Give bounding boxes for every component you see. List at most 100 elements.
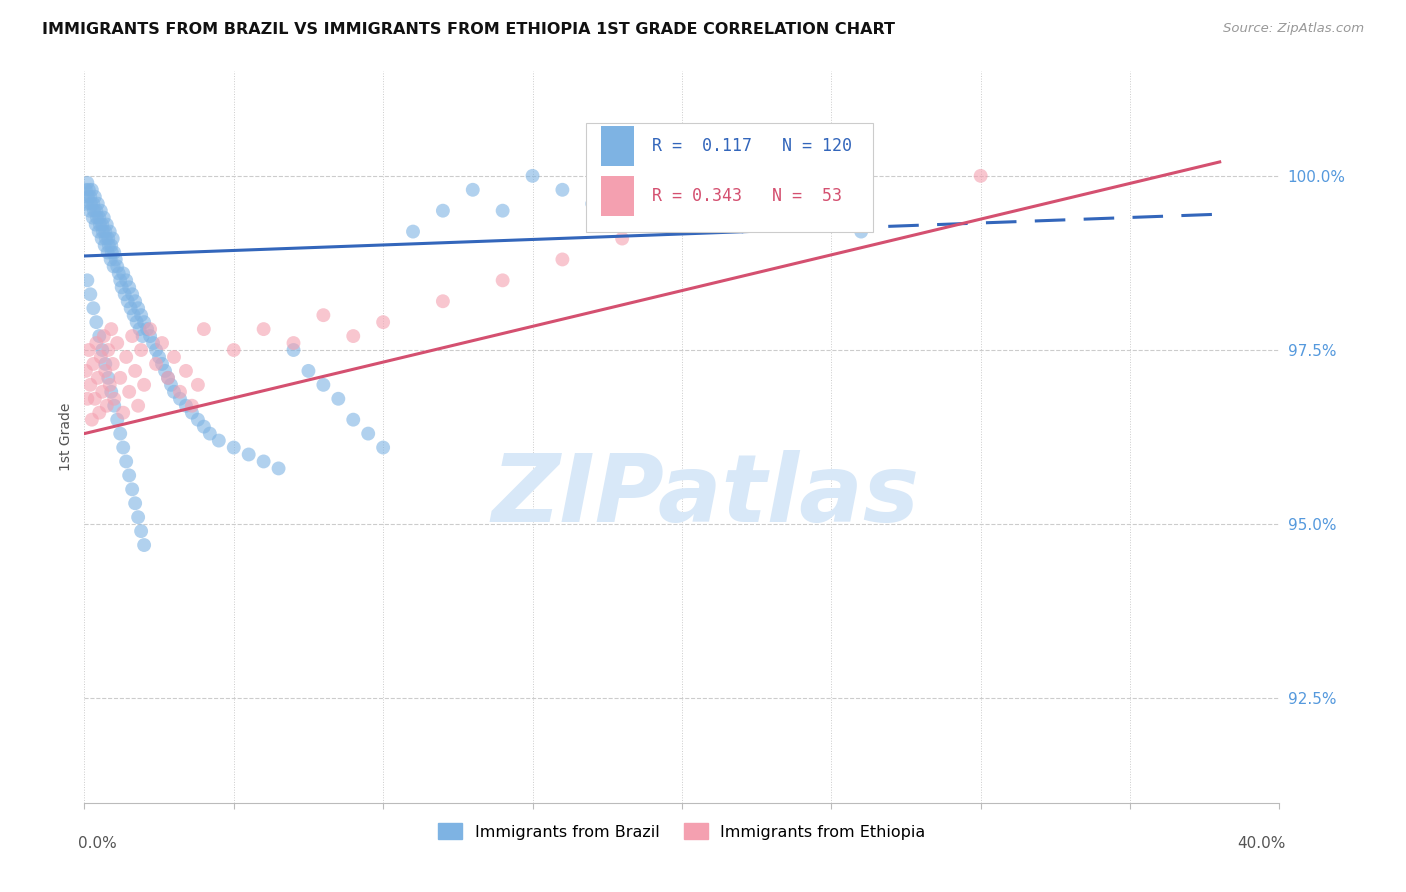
Point: [79, 377, 101, 392]
Point: [139, 329, 162, 343]
FancyBboxPatch shape: [600, 126, 634, 167]
Point: [145, 343, 167, 357]
Point: [115, 454, 138, 468]
Point: [153, 364, 176, 378]
Text: Source: ZipAtlas.com: Source: ZipAtlas.com: [1223, 22, 1364, 36]
Point: [157, 371, 180, 385]
Point: [124, 496, 146, 510]
Point: [89, 218, 111, 232]
Point: [551, 252, 574, 267]
Text: ZIPatlas: ZIPatlas: [492, 450, 920, 541]
Point: [169, 392, 191, 406]
Point: [86, 211, 108, 225]
Point: [104, 252, 127, 267]
Point: [83, 190, 105, 204]
Point: [97, 343, 120, 357]
Point: [82, 357, 104, 371]
Point: [117, 294, 139, 309]
Point: [84, 218, 107, 232]
Point: [253, 322, 276, 336]
Point: [100, 322, 122, 336]
Point: [100, 238, 122, 252]
Point: [145, 357, 167, 371]
Point: [160, 377, 183, 392]
Text: 40.0%: 40.0%: [1237, 836, 1285, 851]
Point: [193, 419, 215, 434]
Point: [120, 301, 142, 316]
Point: [114, 287, 136, 301]
Point: [127, 510, 149, 524]
Point: [208, 434, 231, 448]
Point: [125, 315, 148, 329]
Point: [97, 238, 120, 252]
Point: [82, 196, 104, 211]
Point: [222, 441, 245, 455]
Point: [970, 169, 993, 183]
Point: [110, 371, 132, 385]
Point: [150, 336, 173, 351]
Point: [551, 183, 574, 197]
Point: [80, 183, 103, 197]
Point: [87, 196, 110, 211]
Point: [79, 190, 101, 204]
Point: [100, 384, 122, 399]
Point: [87, 225, 110, 239]
Point: [90, 203, 112, 218]
Point: [101, 357, 124, 371]
Point: [312, 377, 335, 392]
Point: [187, 377, 209, 392]
Point: [148, 350, 170, 364]
Text: IMMIGRANTS FROM BRAZIL VS IMMIGRANTS FROM ETHIOPIA 1ST GRADE CORRELATION CHART: IMMIGRANTS FROM BRAZIL VS IMMIGRANTS FRO…: [42, 22, 896, 37]
Point: [112, 266, 135, 280]
Point: [89, 406, 111, 420]
Point: [118, 280, 141, 294]
Point: [93, 211, 115, 225]
Point: [312, 308, 335, 322]
Point: [112, 441, 135, 455]
Point: [82, 301, 104, 316]
Point: [122, 308, 145, 322]
Point: [163, 350, 186, 364]
Point: [136, 322, 159, 336]
Point: [77, 183, 100, 197]
Point: [163, 384, 186, 399]
Point: [283, 343, 305, 357]
Point: [103, 260, 125, 274]
Point: [98, 377, 121, 392]
Point: [851, 225, 873, 239]
Point: [492, 203, 515, 218]
Point: [90, 231, 112, 245]
Point: [181, 399, 204, 413]
Point: [124, 364, 146, 378]
Point: [118, 384, 141, 399]
Point: [101, 245, 124, 260]
Point: [671, 183, 693, 197]
Point: [110, 426, 132, 441]
Point: [222, 343, 245, 357]
Point: [187, 412, 209, 426]
Point: [110, 273, 132, 287]
Point: [76, 176, 98, 190]
Point: [101, 231, 124, 245]
Point: [89, 211, 111, 225]
Point: [76, 196, 98, 211]
Point: [80, 196, 103, 211]
Point: [198, 426, 221, 441]
Point: [103, 392, 125, 406]
Point: [169, 384, 191, 399]
Point: [297, 364, 319, 378]
Point: [76, 273, 98, 287]
Point: [79, 287, 101, 301]
Point: [86, 336, 108, 351]
Text: R =  0.117   N = 120: R = 0.117 N = 120: [652, 137, 852, 155]
Point: [132, 315, 156, 329]
Point: [581, 196, 603, 211]
Point: [111, 280, 134, 294]
Point: [115, 350, 138, 364]
Point: [432, 203, 454, 218]
Text: R = 0.343   N =  53: R = 0.343 N = 53: [652, 186, 842, 204]
Point: [91, 225, 114, 239]
Point: [181, 406, 204, 420]
Point: [139, 322, 162, 336]
Point: [83, 203, 105, 218]
